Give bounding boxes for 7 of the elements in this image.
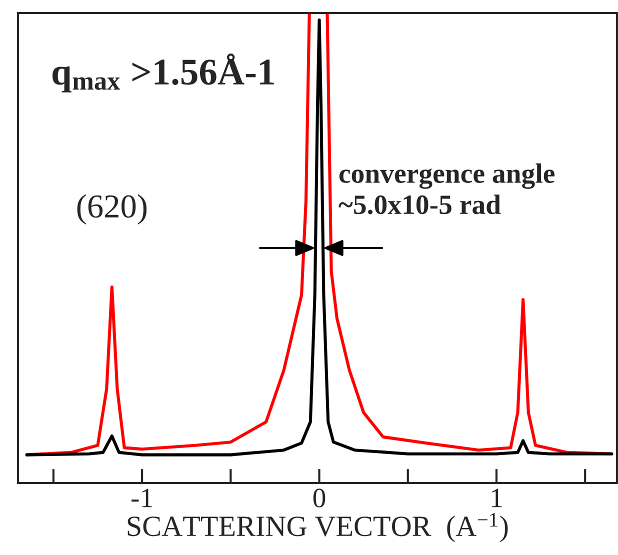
x-tick-label: -1	[132, 488, 152, 508]
x-tick-label: 0	[313, 488, 326, 508]
annotation: convergence angle ~5.0x10-5 rad	[338, 163, 554, 214]
x-tick-label: 1	[492, 488, 502, 508]
annotation: (620)	[77, 194, 147, 225]
annotation: q$_{max}$ >1.56Å-1	[52, 54, 274, 92]
x-axis-title: SCATTERING VECTOR (A$^{−1}$)	[128, 513, 508, 542]
